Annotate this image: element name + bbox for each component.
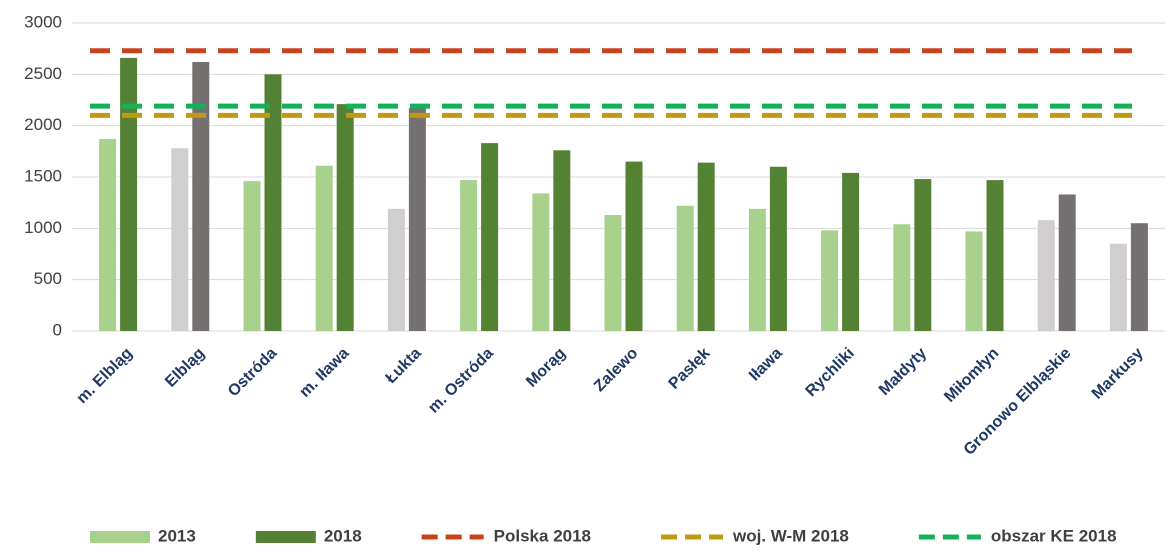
bar xyxy=(553,150,571,331)
x-tick-label: Pasłęk xyxy=(666,345,714,393)
x-tick-label: Markusy xyxy=(1089,345,1147,403)
legend-label: obszar KE 2018 xyxy=(991,526,1117,545)
bar xyxy=(243,181,261,331)
x-tick-label: Morąg xyxy=(523,345,569,391)
x-tick-label: m. Elbląg xyxy=(74,345,136,407)
y-tick-label: 1000 xyxy=(24,218,62,237)
y-tick-label: 2000 xyxy=(24,115,62,134)
bar xyxy=(1058,194,1076,331)
y-tick-label: 0 xyxy=(53,320,62,339)
bar xyxy=(408,108,426,331)
bar xyxy=(842,172,860,331)
bar xyxy=(1130,223,1148,331)
y-tick-label: 1500 xyxy=(24,166,62,185)
bar xyxy=(460,180,478,331)
x-tick-label: Ostróda xyxy=(225,345,280,400)
bar xyxy=(748,208,766,331)
bar xyxy=(315,165,333,331)
y-tick-label: 2500 xyxy=(24,64,62,83)
bar xyxy=(769,166,787,331)
bar xyxy=(120,57,138,331)
x-tick-label: Zalewo xyxy=(591,345,642,396)
bar xyxy=(676,205,694,331)
bar xyxy=(914,179,932,331)
bar xyxy=(1037,220,1055,331)
x-tick-label: Rychliki xyxy=(803,345,858,400)
bar xyxy=(387,208,405,331)
legend-label: woj. W-M 2018 xyxy=(732,526,849,545)
y-tick-label: 500 xyxy=(34,269,62,288)
bar xyxy=(171,148,189,331)
x-tick-label: Miłomłyn xyxy=(941,345,1002,406)
bar xyxy=(821,230,839,331)
bar xyxy=(697,162,715,331)
bar xyxy=(264,74,282,331)
bar xyxy=(986,180,1004,331)
bar xyxy=(481,143,499,331)
x-tick-label: Łukta xyxy=(383,345,425,387)
bar xyxy=(336,104,354,332)
legend-swatch xyxy=(255,531,316,543)
legend-label: Polska 2018 xyxy=(494,526,591,545)
bar xyxy=(99,139,117,331)
x-tick-label: Iława xyxy=(746,345,786,385)
x-tick-label: m. Ostróda xyxy=(425,345,497,417)
bar xyxy=(604,214,622,331)
legend-label: 2013 xyxy=(158,526,196,545)
x-tick-label: m. Iława xyxy=(296,345,352,401)
bar xyxy=(1109,243,1127,331)
legend-swatch xyxy=(90,531,150,543)
bar xyxy=(893,224,911,331)
bar xyxy=(965,231,983,331)
bar xyxy=(625,161,643,331)
x-tick-label: Małdyty xyxy=(876,345,930,399)
legend-label: 2018 xyxy=(324,526,362,545)
x-tick-label: Elbląg xyxy=(162,345,208,391)
bar xyxy=(532,193,550,331)
y-tick-label: 3000 xyxy=(24,12,62,31)
bar xyxy=(192,62,210,331)
